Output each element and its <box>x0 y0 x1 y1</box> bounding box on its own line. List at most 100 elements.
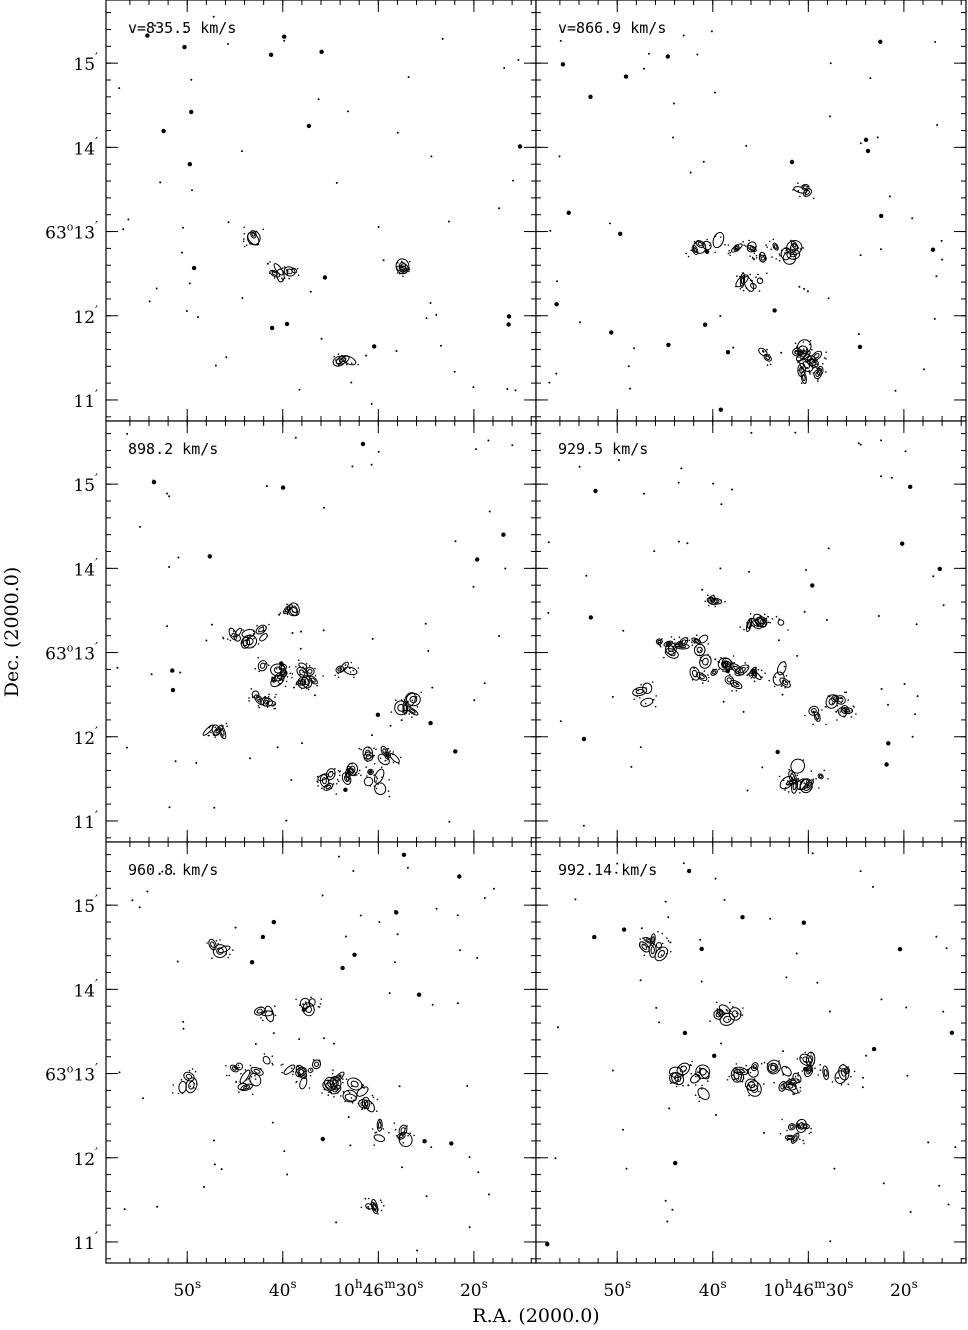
contour-speckle <box>704 600 706 603</box>
noise-dot <box>556 280 558 283</box>
contour-speckle <box>240 1072 242 1075</box>
contour-speckle <box>272 677 275 679</box>
noise-dot <box>116 666 119 669</box>
contour-speckle <box>253 637 255 640</box>
noise-dot <box>118 1071 121 1074</box>
noise-dot <box>459 949 461 952</box>
noise-dot <box>938 1184 941 1187</box>
contour <box>804 779 814 792</box>
noise-dot <box>888 195 891 198</box>
contour-speckle <box>289 672 292 675</box>
contour-speckle <box>840 701 843 704</box>
noise-dot <box>188 282 191 285</box>
noise-dot <box>671 1208 674 1211</box>
noise-dot <box>890 476 893 479</box>
contour-speckle <box>753 1089 756 1091</box>
contour-speckle <box>794 250 796 252</box>
noise-dot <box>742 710 745 713</box>
contour-speckle <box>643 954 646 957</box>
contour-speckle <box>244 1069 247 1071</box>
panel-ticks <box>536 0 966 421</box>
contour-speckle <box>754 246 757 248</box>
contour-speckle <box>304 1075 307 1077</box>
contour <box>342 355 357 366</box>
contour-speckle <box>396 272 399 274</box>
contour <box>650 933 656 946</box>
contour-speckle <box>266 635 269 637</box>
contour-speckle <box>285 680 288 683</box>
contour-speckle <box>736 664 739 667</box>
contour-speckle <box>739 1013 742 1016</box>
noise-dot <box>427 650 430 652</box>
contour-speckle <box>284 685 287 688</box>
contour-speckle <box>732 1006 734 1008</box>
contour-speckle <box>810 1127 812 1130</box>
contour-speckle <box>382 1128 385 1130</box>
noise-dot <box>483 897 486 899</box>
contour-speckle <box>645 687 647 689</box>
contour <box>668 1066 684 1079</box>
contour-speckle <box>249 1064 252 1067</box>
noise-dot <box>512 179 514 182</box>
contour-speckle <box>228 1074 230 1077</box>
contour-speckle <box>829 695 831 698</box>
noise-dot <box>869 77 872 80</box>
contour-speckle <box>661 638 663 640</box>
contour-speckle <box>798 1127 800 1129</box>
contour <box>805 1051 816 1068</box>
noise-dot <box>453 749 458 754</box>
contour-speckle <box>745 1064 748 1067</box>
contour <box>257 660 268 672</box>
noise-dot <box>365 354 368 357</box>
contour-speckle <box>345 363 348 366</box>
noise-dot <box>151 479 157 485</box>
noise-dot <box>904 450 907 453</box>
contour-speckle <box>376 1110 378 1112</box>
contour-speckle <box>762 255 765 258</box>
contour <box>655 942 663 949</box>
noise-dot <box>122 228 125 231</box>
contour <box>212 944 228 959</box>
contour-speckle <box>795 1123 798 1126</box>
contour-speckle <box>284 611 286 613</box>
noise-dot <box>375 712 381 717</box>
contour-speckle <box>737 667 739 670</box>
contour-speckle <box>699 649 702 652</box>
noise-dot <box>424 622 427 625</box>
contour-inner <box>372 1202 377 1211</box>
noise-dot <box>723 898 726 901</box>
contour-inner <box>792 782 797 791</box>
contour-speckle <box>281 277 283 280</box>
contour-speckle <box>258 670 261 673</box>
contour-speckle <box>362 1084 364 1087</box>
contour-speckle <box>725 1008 728 1011</box>
noise-dot <box>416 1249 419 1252</box>
contour-speckle <box>298 1004 301 1006</box>
y-tick-label: 11′ <box>73 809 98 833</box>
noise-dot <box>911 735 914 738</box>
contour-speckle <box>296 603 299 606</box>
contour-speckle <box>729 1001 731 1004</box>
panel-velocity-label: 898.2 km/s <box>128 440 218 458</box>
x-tick-label: 10h46m30s <box>763 1277 853 1301</box>
contour-speckle <box>334 768 336 770</box>
contour-speckle <box>644 942 647 945</box>
contour-speckle <box>810 1131 812 1133</box>
contour-speckle <box>855 713 857 715</box>
noise-dot <box>859 443 862 446</box>
noise-dot <box>370 463 373 466</box>
contour-speckle <box>280 1064 283 1066</box>
contour-speckle <box>724 244 726 246</box>
contour-speckle <box>746 674 748 677</box>
x-tick-label: 20s <box>460 1277 488 1301</box>
contour-inner <box>325 1082 333 1089</box>
noise-dot <box>154 24 157 27</box>
contour-speckle <box>248 634 250 637</box>
contour-speckle <box>274 696 276 698</box>
noise-dot <box>554 302 559 307</box>
contour-speckle <box>352 669 355 672</box>
contour-speckle <box>344 664 347 666</box>
noise-dot <box>639 979 642 982</box>
noise-dot <box>897 947 903 952</box>
contour-speckle <box>712 599 715 601</box>
